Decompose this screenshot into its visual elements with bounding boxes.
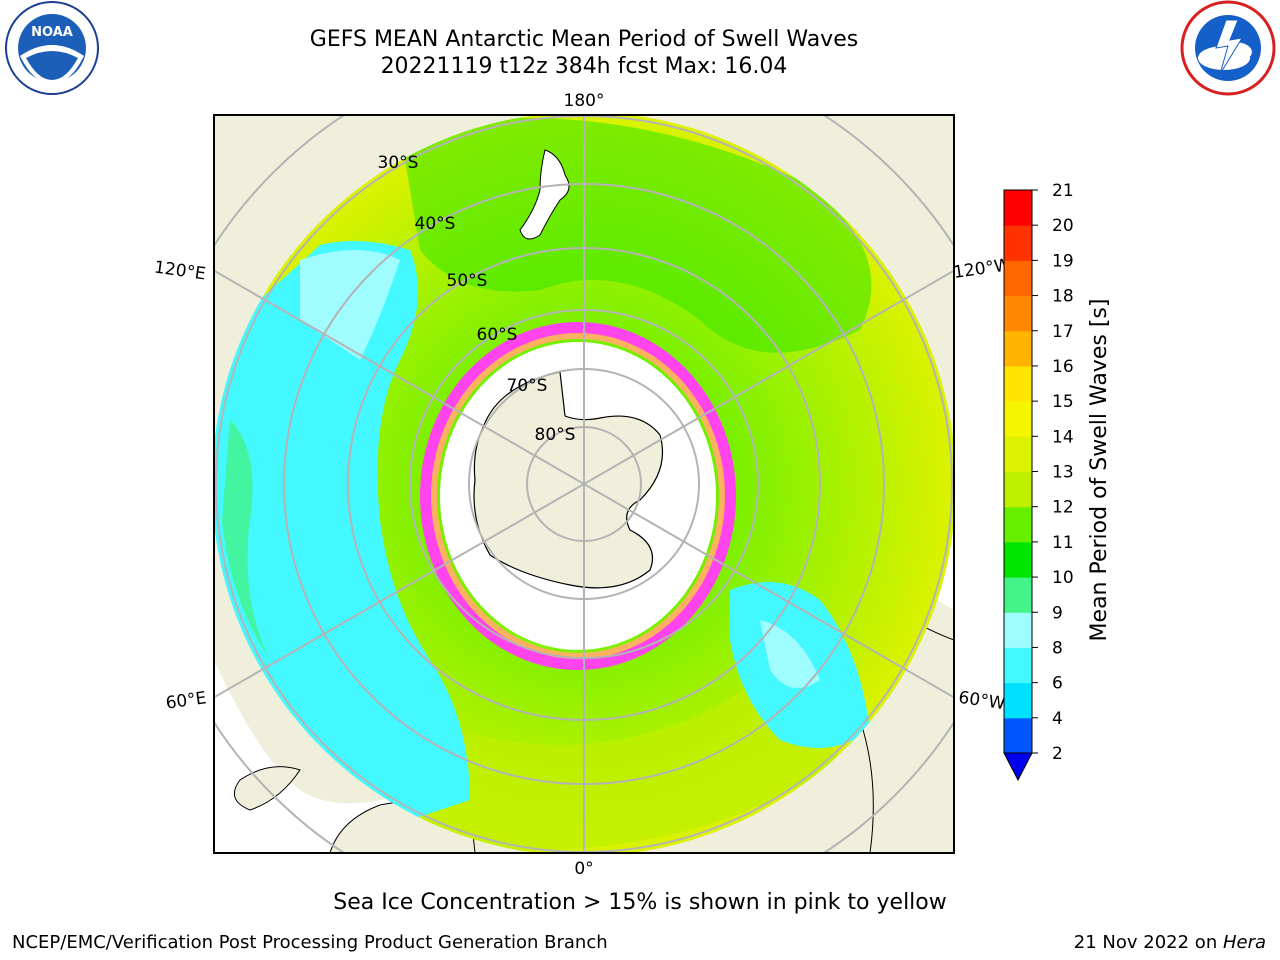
new-zealand-land [519, 149, 570, 240]
colorbar-tick-label: 20 [1052, 216, 1074, 236]
footer-host: Hera [1222, 932, 1266, 953]
colorbar-segment [1004, 436, 1032, 472]
colorbar-tick-label: 15 [1052, 392, 1074, 412]
lon-label-120e: 120°E [153, 257, 207, 284]
colorbar-segment [1004, 190, 1032, 226]
lat-label-50s: 50°S [447, 271, 488, 291]
colorbar-under-arrow [1003, 752, 1033, 782]
colorbar-segment [1004, 295, 1032, 332]
colorbar-tick-label: 10 [1052, 568, 1074, 588]
colorbar-segment [1004, 541, 1032, 578]
lat-label-80s: 80°S [535, 425, 576, 445]
lon-label-180: 180° [564, 91, 605, 111]
colorbar-tick-label: 14 [1052, 427, 1074, 447]
colorbar-segment [1004, 647, 1032, 684]
lat-label-30s: 30°S [378, 153, 419, 173]
lon-label-0: 0° [574, 859, 593, 879]
map-area [214, 115, 954, 853]
map-frame [213, 114, 955, 854]
noaa-logo: NOAA [5, 1, 99, 95]
chart-subtitle: 20221119 t12z 384h fcst Max: 16.04 [380, 54, 788, 79]
colorbar-tick-label: 21 [1052, 181, 1074, 201]
footer-date: 21 Nov 2022 on Hera [1074, 932, 1266, 953]
footer-date-text: 21 Nov 2022 on [1073, 932, 1223, 953]
colorbar-tick-label: 4 [1052, 709, 1063, 729]
colorbar-segment [1004, 717, 1032, 754]
colorbar-tick-label: 11 [1052, 533, 1074, 553]
colorbar-tick-label: 8 [1052, 638, 1063, 658]
colorbar-segment [1004, 225, 1032, 261]
colorbar-tick-label: 17 [1052, 322, 1074, 342]
nws-logo [1180, 0, 1276, 96]
colorbar: 2 4 6 8 9 10 11 12 13 14 15 16 17 18 19 20 21 [1003, 181, 1074, 782]
noaa-logo-text: NOAA [31, 25, 73, 40]
colorbar-tick-label: 19 [1052, 251, 1074, 271]
colorbar-segment [1004, 471, 1032, 508]
colorbar-tick-label: 2 [1052, 744, 1063, 764]
colorbar-tick-label: 12 [1052, 498, 1074, 518]
lat-label-60s: 60°S [477, 325, 518, 345]
colorbar-tick-label: 13 [1052, 463, 1074, 483]
antarctica-land [473, 371, 664, 589]
colorbar-segment [1004, 506, 1032, 543]
colorbar-segment [1004, 260, 1032, 297]
colorbar-segment [1004, 682, 1032, 719]
chart-title: GEFS MEAN Antarctic Mean Period of Swell… [309, 27, 859, 52]
lon-label-60w: 60°W [957, 688, 1006, 714]
colorbar-tick-label: 6 [1052, 674, 1063, 694]
lat-label-70s: 70°S [507, 376, 548, 396]
footer-credit: NCEP/EMC/Verification Post Processing Pr… [12, 932, 608, 953]
colorbar-label: Mean Period of Swell Waves [s] [1087, 299, 1112, 642]
colorbar-segment [1004, 577, 1032, 613]
lon-label-120w: 120°W [952, 255, 1012, 283]
colorbar-segment [1004, 330, 1032, 367]
sea-ice-caption: Sea Ice Concentration > 15% is shown in … [333, 890, 947, 915]
lat-label-40s: 40°S [415, 214, 456, 234]
colorbar-tick-label: 18 [1052, 287, 1074, 307]
colorbar-tick-label: 9 [1052, 603, 1063, 623]
colorbar-segment [1004, 401, 1032, 437]
colorbar-tick-label: 16 [1052, 357, 1074, 377]
colorbar-segment [1004, 612, 1032, 648]
lon-label-60e: 60°E [165, 688, 208, 713]
colorbar-segment [1004, 365, 1032, 402]
